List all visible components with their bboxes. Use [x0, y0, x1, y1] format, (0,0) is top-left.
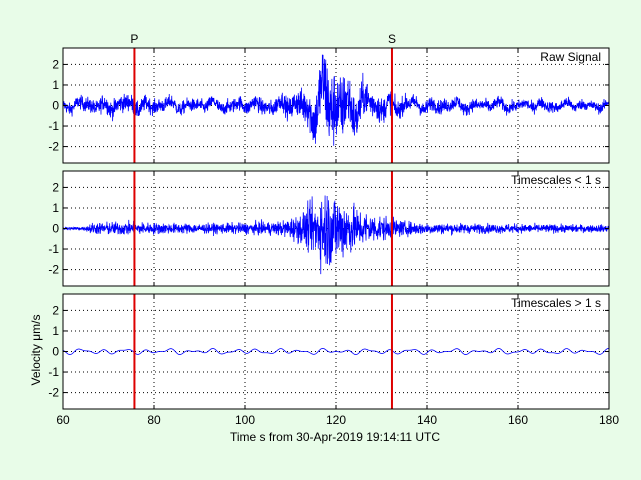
x-axis-label: Time s from 30-Apr-2019 19:14:11 UTC: [230, 430, 440, 444]
x-tick-label: 180: [599, 413, 619, 427]
y-tick-label: 2: [52, 180, 59, 194]
y-tick-label: 0: [52, 99, 59, 113]
y-axis-label: Velocity μm/s: [29, 315, 43, 386]
y-tick-label: -2: [48, 263, 59, 277]
signal-trace: [62, 195, 610, 275]
x-tick-label: 100: [235, 413, 255, 427]
y-tick-label: 1: [52, 78, 59, 92]
y-tick-label: 2: [52, 303, 59, 317]
panel-1: -2 -1 0 1 2 Raw Signal: [48, 47, 610, 164]
x-tick-labels: 60 80 100 120 140 160 180: [56, 413, 619, 427]
y-tick-label: -1: [48, 119, 59, 133]
y-tick-label: 1: [52, 201, 59, 215]
marker-label-s: S: [388, 32, 396, 46]
y-tick-label: -1: [48, 365, 59, 379]
y-tick-label: 2: [52, 57, 59, 71]
y-tick-label: 1: [52, 324, 59, 338]
marker-label-p: P: [130, 32, 138, 46]
panels-group: -2 -1 0 1 2 Raw Signal -2 -1 0 1 2 Timescales < 1 s…: [48, 47, 610, 410]
panel-3: -2 -1 0 1 2 Timescales > 1 s: [48, 293, 610, 410]
signal-trace: [62, 54, 610, 146]
y-tick-label: -2: [48, 140, 59, 154]
panel-2: -2 -1 0 1 2 Timescales < 1 s: [48, 170, 610, 287]
x-tick-label: 160: [508, 413, 528, 427]
y-tick-label: 0: [52, 222, 59, 236]
x-tick-label: 120: [326, 413, 346, 427]
signal-trace: [62, 348, 610, 355]
y-tick-label: 0: [52, 345, 59, 359]
y-tick-label: -2: [48, 386, 59, 400]
panel-title: Timescales > 1 s: [511, 296, 601, 310]
panel-title: Raw Signal: [540, 50, 601, 64]
y-tick-label: -1: [48, 242, 59, 256]
x-tick-label: 60: [56, 413, 70, 427]
x-tick-label: 140: [417, 413, 437, 427]
x-tick-label: 80: [147, 413, 161, 427]
panel-title: Timescales < 1 s: [511, 173, 601, 187]
